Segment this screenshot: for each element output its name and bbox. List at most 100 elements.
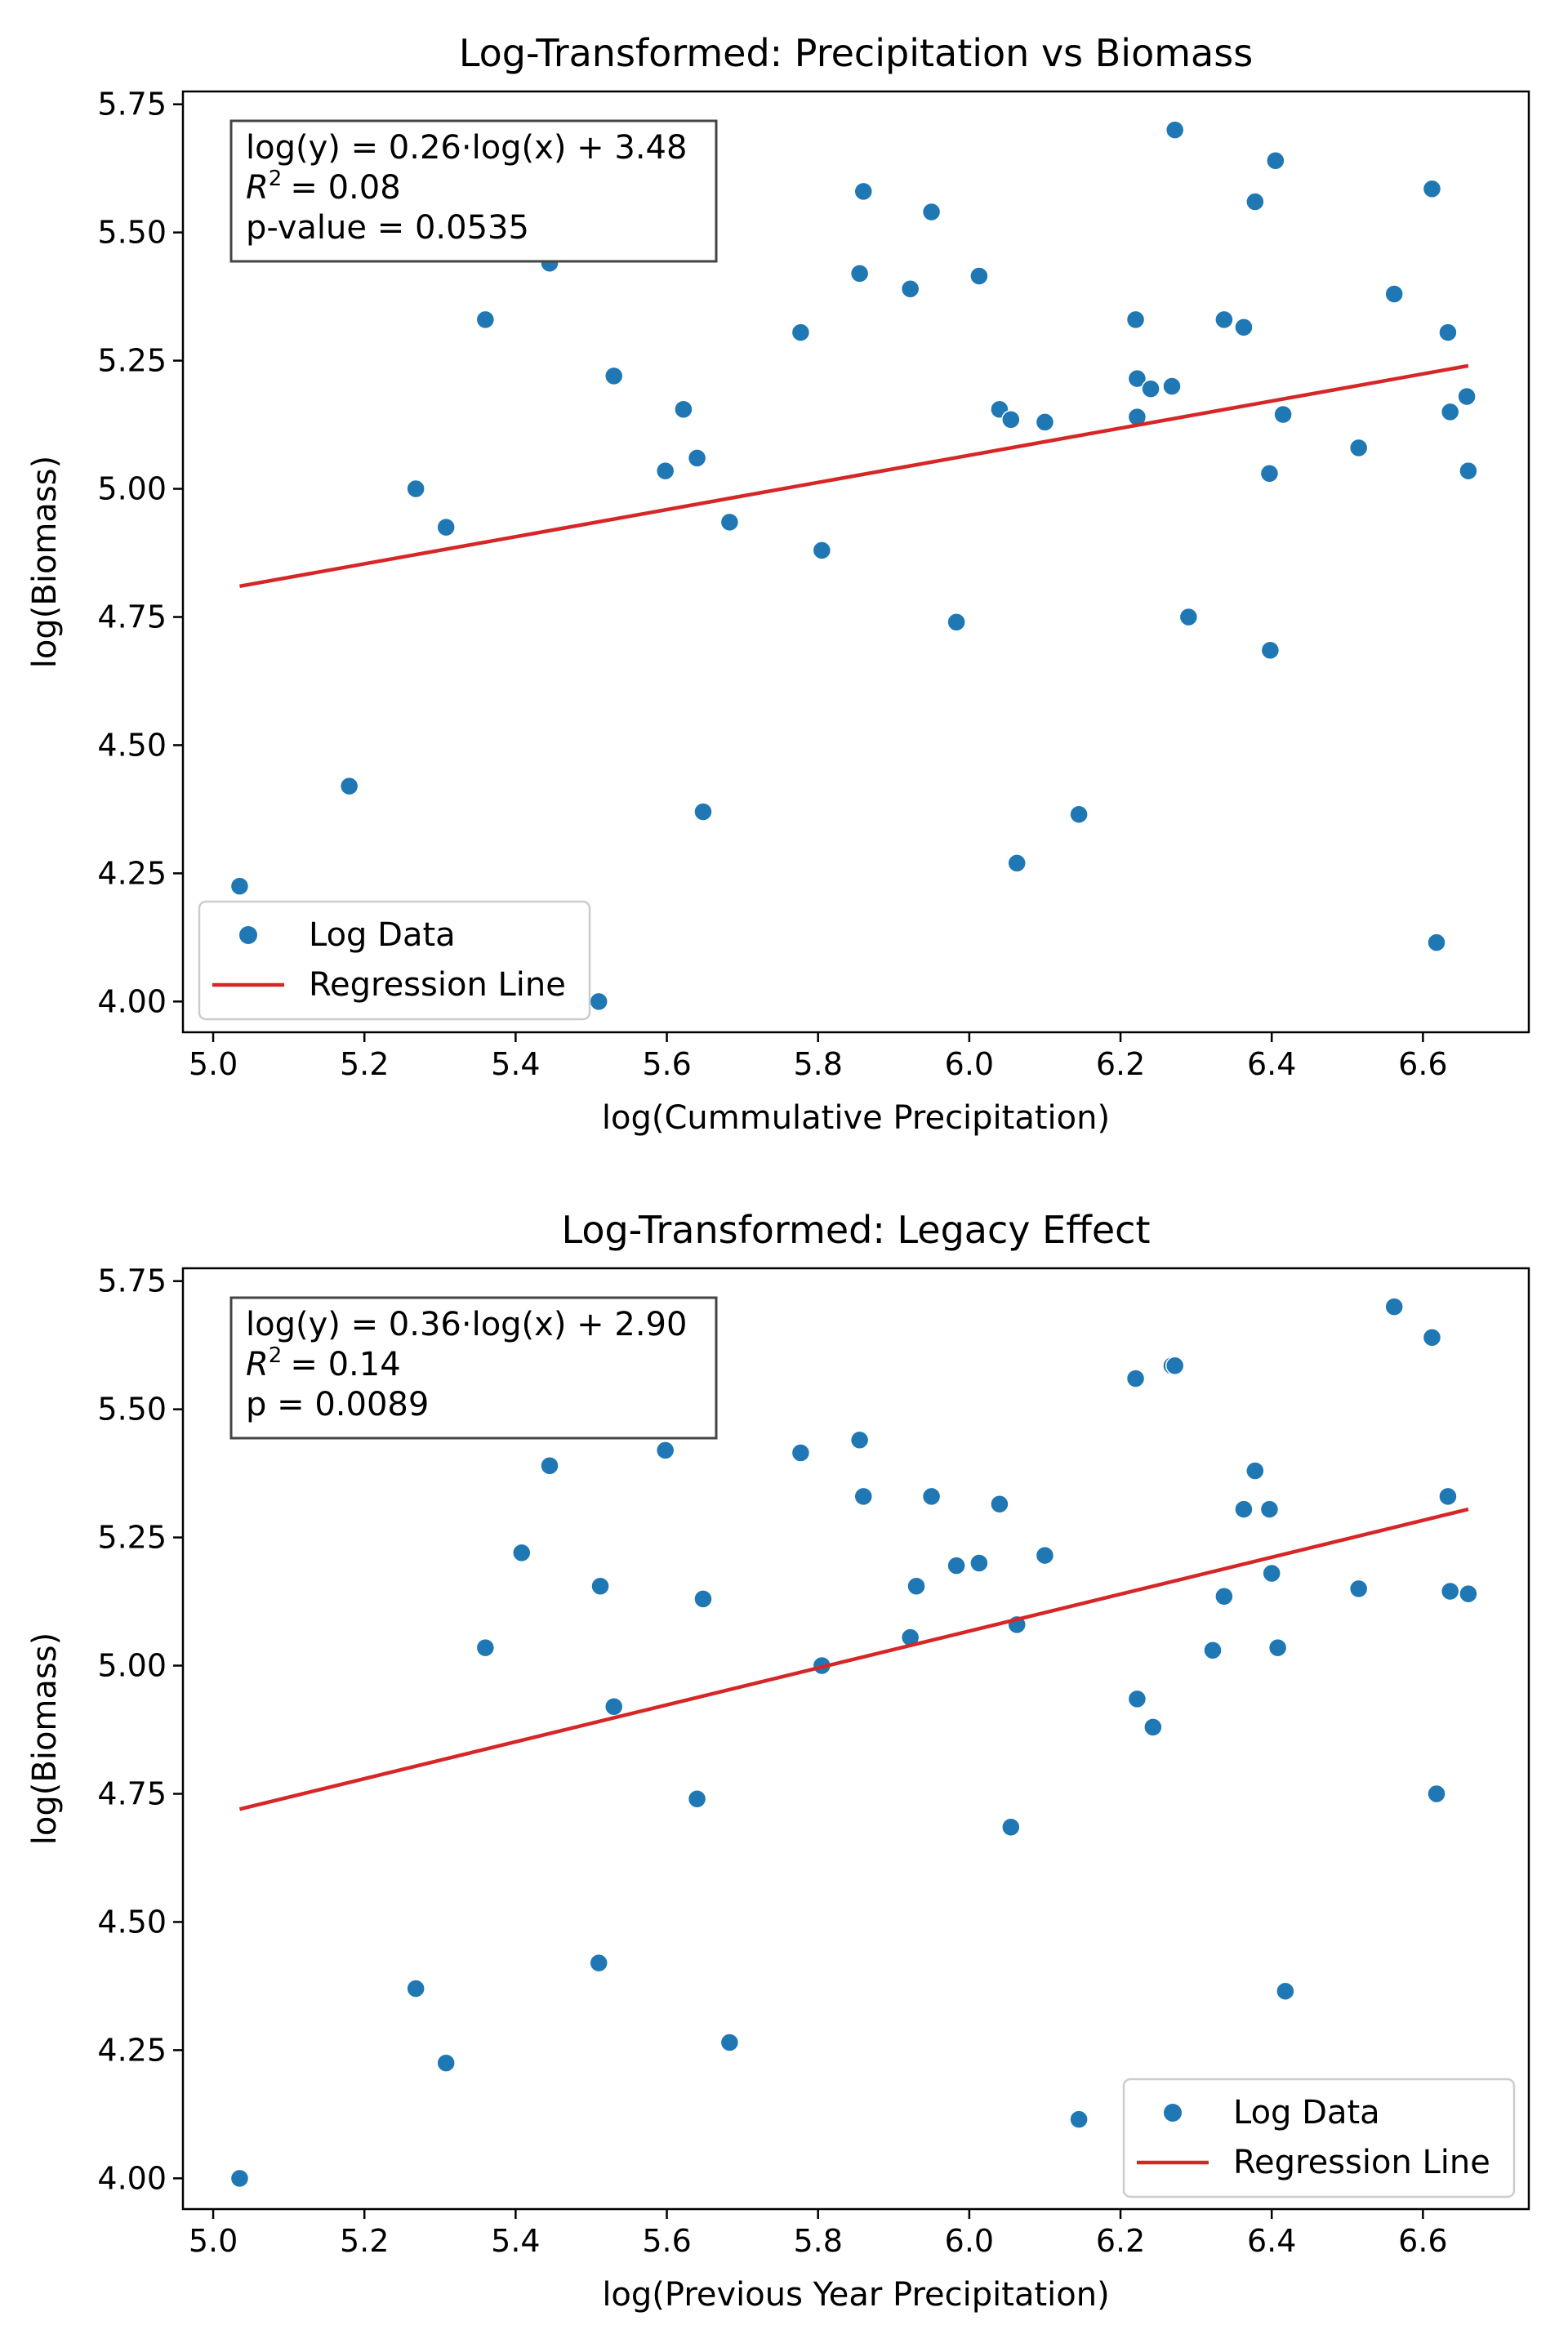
y-tick-label: 5.75 [97,87,167,122]
x-tick-label: 6.6 [1398,2223,1447,2259]
data-point [812,541,832,560]
data-point [1125,310,1146,330]
x-tick-label: 5.2 [340,1046,389,1082]
y-axis-label: log(Biomass) [26,456,64,668]
data-point [1035,412,1055,432]
r-squared-value: = 0.14 [290,1346,400,1383]
data-point [1422,1328,1442,1348]
regression-line [239,363,1469,589]
data-point [406,479,425,499]
x-tick-label: 6.0 [945,2223,994,2259]
data-point [1259,1499,1280,1519]
data-point [849,264,870,283]
x-axis-label: log(Previous Year Precipitation) [602,2276,1109,2314]
y-tick-label: 5.50 [97,1392,167,1428]
data-point [1348,1579,1369,1599]
legend-label-regression: Regression Line [309,966,566,1004]
y-tick-label: 4.50 [97,1904,167,1940]
x-axis: 5.0 5.2 5.4 5.6 5.8 6.0 6.2 6.4 6.6 [189,1032,1448,1082]
data-point [1234,1499,1254,1519]
x-tick-label: 5.6 [642,1046,691,1082]
data-point [791,1443,811,1463]
data-point [1262,1563,1281,1584]
data-point [1069,804,1089,824]
data-point [589,1953,608,1973]
data-point [1127,1689,1147,1709]
data-point [590,1576,610,1596]
data-point [921,1486,942,1507]
data-point [1459,461,1478,481]
legend-point-marker [1164,2104,1182,2122]
plot-frame [181,90,1530,1034]
data-point [475,310,496,330]
y-tick-label: 4.00 [97,983,167,1019]
legend-label-data: Log Data [309,916,456,954]
data-point [906,1576,926,1596]
y-tick-label: 5.75 [97,1263,167,1299]
data-point [1440,1581,1460,1601]
data-point [229,876,250,896]
stats-box-frame [229,1296,718,1440]
x-tick-label: 6.4 [1247,1046,1296,1082]
data-point [406,1979,425,1998]
legend-frame [1122,2078,1516,2198]
x-tick-label: 5.6 [642,2223,691,2259]
data-point [969,266,989,286]
legend: Log Data Regression Line [198,900,591,1021]
y-tick-label: 5.25 [97,1520,167,1556]
data-point [436,2053,456,2073]
legend-label-data: Log Data [1233,2094,1380,2132]
data-point [1427,1784,1446,1804]
data-point [1384,1297,1404,1316]
stats-box: log(y) = 0.36·log(x) + 2.90 R2 = 0.14 p =… [229,1296,718,1440]
data-point [687,448,707,468]
data-point [1001,1817,1021,1838]
y-tick-label: 4.25 [97,2032,167,2068]
data-point [947,612,966,632]
data-point [1273,404,1293,425]
data-point [1203,1640,1223,1660]
y-tick-label: 5.00 [97,471,167,507]
x-axis-label: log(Cummulative Precipitation) [602,1099,1110,1137]
x-tick-label: 5.2 [340,2223,389,2259]
data-point [512,1543,532,1563]
data-point [655,461,675,481]
data-point [1165,1356,1185,1376]
data-point [1260,640,1281,661]
data-point [1384,284,1404,304]
data-point [1035,1545,1055,1566]
data-point [693,802,713,822]
data-point [1422,179,1442,199]
data-point [900,278,920,299]
data-point [1266,151,1285,171]
equation-text: log(y) = 0.36·log(x) + 2.90 [246,1306,687,1343]
data-point [1127,368,1147,389]
regression-line [238,1507,1469,1811]
data-point [921,202,942,222]
y-tick-label: 5.25 [97,343,167,379]
data-point [655,1441,675,1460]
y-tick-label: 4.00 [97,2160,167,2196]
y-tick-label: 4.50 [97,727,167,763]
data-point [229,2168,250,2189]
data-point [1007,853,1027,873]
x-tick-label: 6.6 [1398,1046,1447,1082]
data-point [1234,318,1254,337]
data-point [674,399,693,419]
x-tick-label: 5.4 [491,1046,540,1082]
data-point [1143,1717,1163,1737]
data-point [687,1789,707,1809]
equation-text: log(y) = 0.26·log(x) + 3.48 [246,129,687,167]
data-point [604,1697,624,1717]
data-point [1125,1369,1146,1388]
data-point [1440,402,1460,422]
data-point [1259,463,1280,483]
y-tick-label: 4.25 [97,855,167,891]
data-point [1267,1637,1288,1658]
data-point [1427,933,1446,952]
x-axis: 5.0 5.2 5.4 5.6 5.8 6.0 6.2 6.4 6.6 [189,2209,1448,2259]
r-squared-text: R2 = 0.08 [246,167,401,207]
y-tick-label: 5.50 [97,215,167,251]
r-squared-symbol: R [246,169,269,207]
